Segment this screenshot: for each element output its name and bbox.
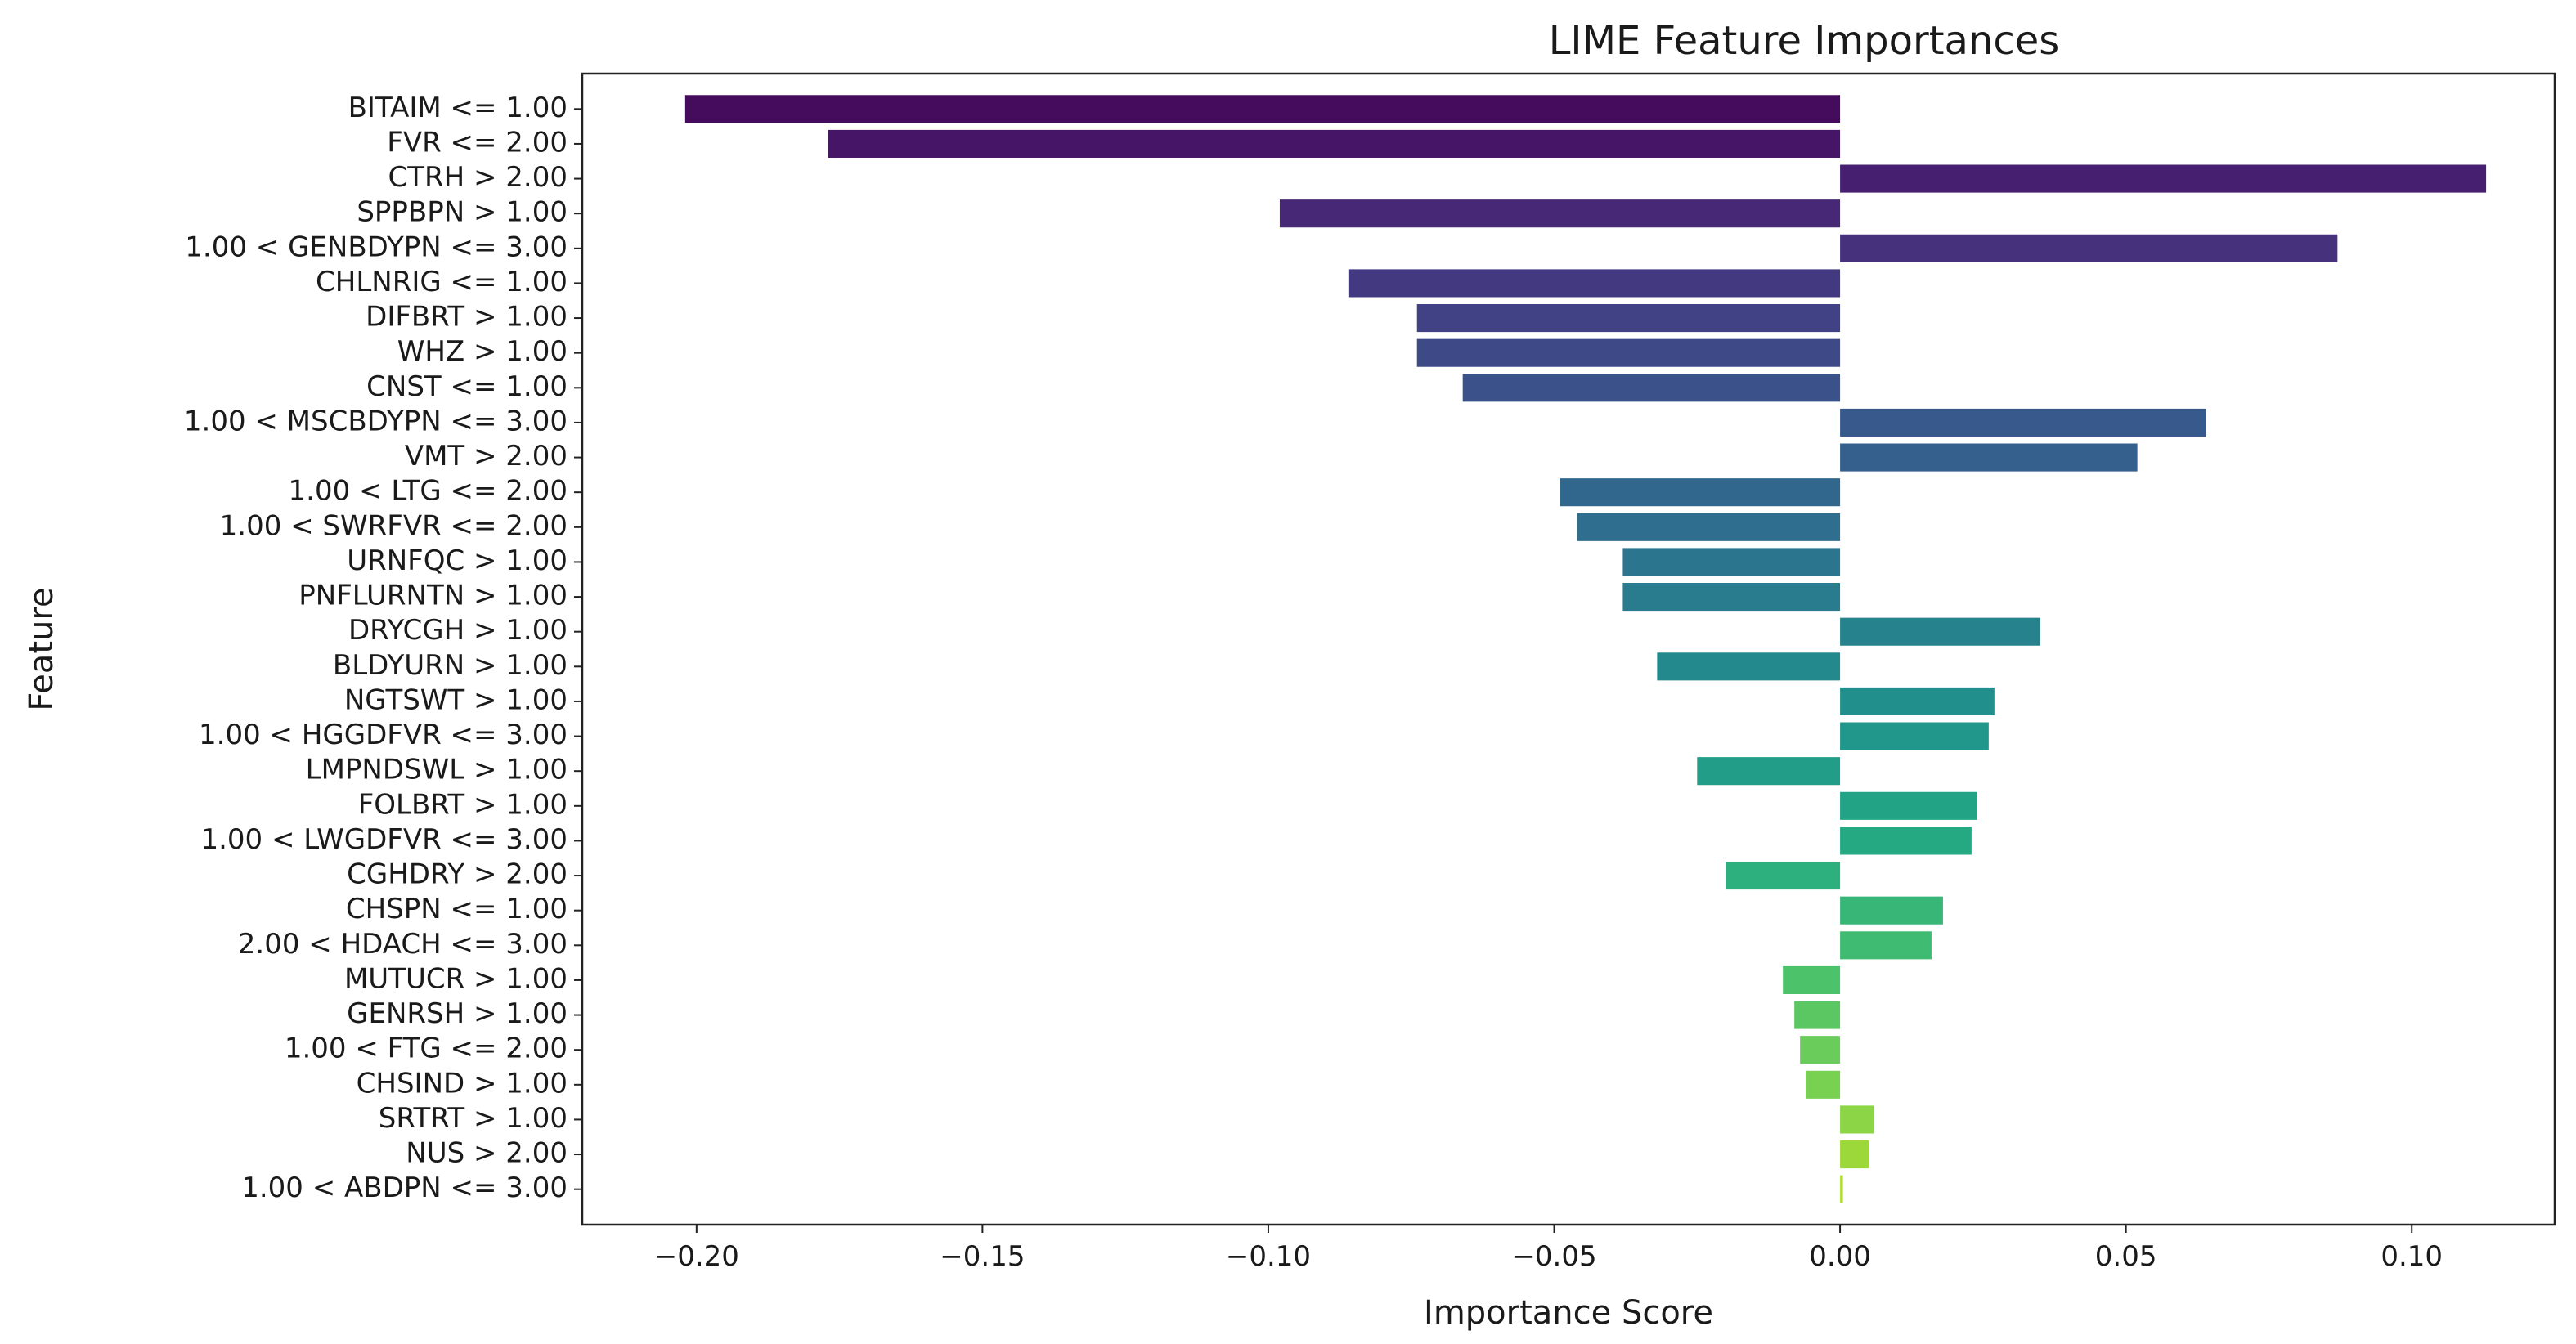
bar-4 [1840, 234, 2338, 262]
bar-28 [1806, 1070, 1841, 1099]
y-tick-label: 1.00 < MSCBDYPN <= 3.00 [184, 405, 568, 437]
bar-group [684, 95, 2487, 1203]
x-tick-label: −0.15 [940, 1240, 1025, 1273]
x-tick-label: −0.20 [654, 1240, 739, 1273]
y-tick-label: BLDYURN > 1.00 [333, 649, 568, 682]
y-tick-label: 1.00 < HGGDFVR <= 3.00 [199, 719, 568, 751]
x-axis-label: Importance Score [1424, 1294, 1713, 1332]
bar-30 [1840, 1140, 1869, 1169]
y-tick-label: 1.00 < ABDPN <= 3.00 [241, 1172, 568, 1204]
bar-12 [1577, 513, 1841, 541]
bar-3 [1279, 199, 1841, 228]
bar-21 [1840, 827, 1972, 855]
y-tick-label: 2.00 < HDACH <= 3.00 [238, 928, 568, 961]
bar-2 [1840, 164, 2487, 193]
bar-29 [1840, 1105, 1875, 1134]
y-tick-label: MUTUCR > 1.00 [344, 962, 568, 995]
bar-18 [1840, 722, 1989, 750]
bar-26 [1794, 1001, 1841, 1029]
y-axis-label: Feature [23, 587, 61, 710]
bar-25 [1783, 965, 1841, 994]
bar-14 [1622, 583, 1841, 612]
y-tick-label: BITAIM <= 1.00 [348, 92, 568, 124]
bar-10 [1840, 443, 2138, 472]
y-tick-label: CTRH > 2.00 [388, 161, 568, 194]
bar-20 [1840, 791, 1977, 820]
bar-0 [684, 95, 1841, 123]
bar-9 [1840, 408, 2206, 437]
bar-13 [1622, 548, 1841, 576]
y-tick-label: 1.00 < GENBDYPN <= 3.00 [185, 231, 568, 263]
plot-frame [581, 72, 2556, 1226]
bar-19 [1697, 757, 1841, 786]
y-tick-label: CNST <= 1.00 [366, 370, 568, 403]
y-tick-label: CHSPN <= 1.00 [346, 893, 568, 925]
bar-8 [1462, 374, 1841, 402]
x-tick-label: 0.10 [2381, 1240, 2443, 1273]
y-tick-label: CHLNRIG <= 1.00 [316, 266, 568, 298]
y-tick-label: LMPNDSWL > 1.00 [306, 754, 568, 786]
bar-1 [828, 129, 1841, 158]
x-tick-label: −0.05 [1511, 1240, 1596, 1273]
y-tick-label: URNFQC > 1.00 [347, 544, 568, 577]
bar-24 [1840, 931, 1932, 960]
y-tick-label: 1.00 < FTG <= 2.00 [285, 1033, 568, 1065]
chart-title: LIME Feature Importances [1549, 18, 2060, 64]
y-tick-label: 1.00 < SWRFVR <= 2.00 [220, 509, 568, 542]
bar-27 [1800, 1036, 1841, 1064]
y-tick-label: 1.00 < LTG <= 2.00 [289, 475, 568, 508]
y-tick-label: VMT > 2.00 [405, 440, 568, 473]
y-tick-label: NGTSWT > 1.00 [344, 683, 568, 716]
y-tick-label: DIFBRT > 1.00 [366, 301, 568, 334]
bar-22 [1726, 862, 1841, 890]
y-tick-label: CHSIND > 1.00 [357, 1067, 568, 1100]
bar-16 [1657, 652, 1841, 681]
y-tick-label: WHZ > 1.00 [397, 335, 568, 368]
y-tick-label: SPPBPN > 1.00 [357, 196, 568, 229]
bar-15 [1840, 617, 2040, 646]
x-tick-label: −0.10 [1226, 1240, 1311, 1273]
y-tick-label: GENRSH > 1.00 [347, 997, 568, 1030]
x-tick-label: 0.05 [2095, 1240, 2157, 1273]
bar-6 [1416, 304, 1841, 333]
bar-7 [1416, 338, 1841, 367]
y-tick-label: NUS > 2.00 [406, 1137, 568, 1170]
y-tick-label: DRYCGH > 1.00 [348, 614, 568, 647]
y-tick-label: SRTRT > 1.00 [379, 1102, 568, 1135]
y-tick-label: CGHDRY > 2.00 [347, 858, 568, 891]
x-tick-label: 0.00 [1809, 1240, 1871, 1273]
bar-31 [1840, 1175, 1843, 1203]
bar-11 [1560, 478, 1841, 507]
y-tick-label: 1.00 < LWGDFVR <= 3.00 [200, 823, 568, 856]
y-tick-label: FOLBRT > 1.00 [358, 788, 568, 821]
y-tick-label: FVR <= 2.00 [387, 126, 568, 159]
bar-23 [1840, 896, 1943, 925]
y-tick-label: PNFLURNTN > 1.00 [298, 580, 568, 612]
bar-5 [1348, 269, 1841, 298]
x-tick-group: −0.20 −0.15 −0.10 −0.05 0.00 0.05 0.10 [654, 1225, 2443, 1273]
bar-17 [1840, 687, 1995, 715]
